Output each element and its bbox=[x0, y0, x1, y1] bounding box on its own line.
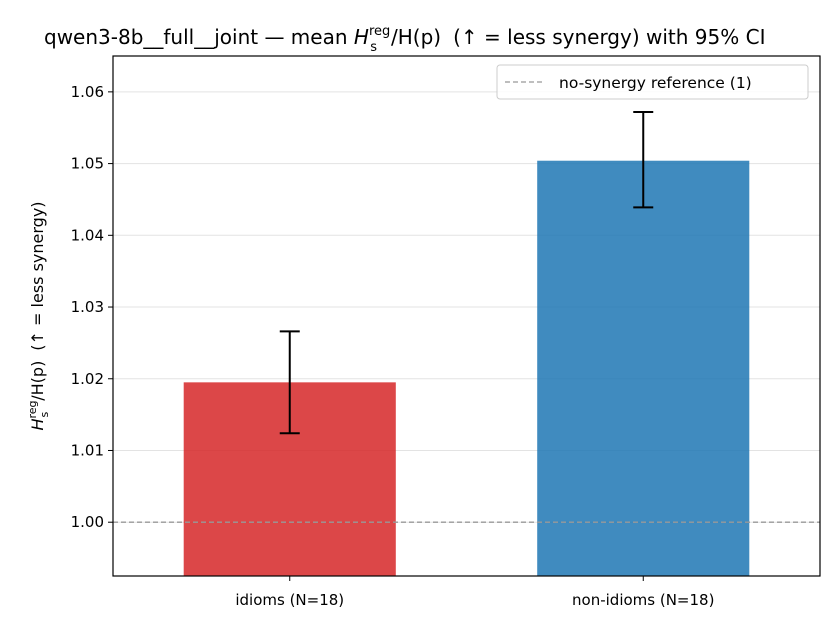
chart-title-math-sub: s bbox=[370, 40, 377, 55]
y-axis-label-math-rest: /H(p) bbox=[28, 361, 47, 401]
y-axis-label: Hregs/H(p) (↑ = less synergy) bbox=[26, 201, 51, 430]
y-axis-label-math-sup: reg bbox=[26, 400, 39, 418]
y-tick-label: 1.05 bbox=[71, 155, 104, 173]
chart-title: qwen3-8b__full__joint — mean Hreg s/H(p) (… bbox=[44, 24, 765, 55]
legend: no-synergy reference (1) bbox=[496, 64, 809, 100]
y-axis-label-math-base: H bbox=[28, 419, 47, 431]
x-tick-label: non-idioms (N=18) bbox=[572, 591, 714, 609]
legend-reference-label: no-synergy reference (1) bbox=[559, 74, 752, 92]
chart-title-prefix: qwen3-8b__full__joint — mean bbox=[44, 25, 354, 49]
y-tick-label: 1.04 bbox=[71, 226, 104, 244]
y-tick-label: 1.06 bbox=[71, 83, 104, 101]
bar bbox=[537, 160, 750, 577]
y-axis-label-math-sub: s bbox=[38, 411, 51, 417]
legend-box bbox=[496, 64, 809, 100]
axes-layer: 1.00 1.01 1.02 1.03 1.04 1.05 1.06 idioms (N=18… bbox=[71, 55, 821, 609]
y-tick-label: 1.01 bbox=[71, 441, 104, 459]
bars-layer bbox=[183, 160, 750, 577]
x-tick-label: idioms (N=18) bbox=[235, 591, 344, 609]
errorbar-layer bbox=[279, 110, 654, 435]
chart-title-math-base: H bbox=[354, 25, 369, 49]
y-tick-label: 1.02 bbox=[71, 370, 104, 388]
chart-title-suffix: (↑ = less synergy) with 95% CI bbox=[453, 25, 765, 49]
chart-title-math-sup: reg bbox=[369, 24, 390, 39]
y-tick-label: 1.00 bbox=[71, 513, 104, 531]
svg-text:Hregs/H(p)(↑ = less synergy): Hregs/H(p) (↑ = less synergy) bbox=[26, 201, 51, 430]
y-axis-label-suffix: (↑ = less synergy) bbox=[28, 201, 47, 350]
plot-frame bbox=[112, 55, 821, 577]
chart-title-math-rest: /H(p) bbox=[391, 25, 441, 49]
y-tick-label: 1.03 bbox=[71, 298, 104, 316]
